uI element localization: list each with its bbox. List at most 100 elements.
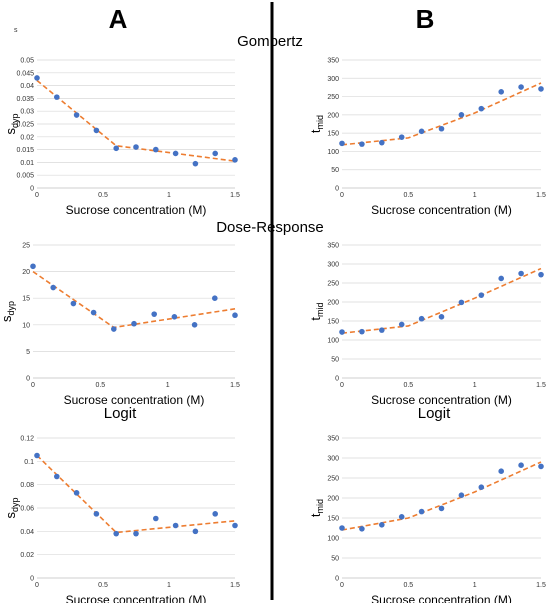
y-tick-label: 250 <box>327 94 339 101</box>
data-point <box>498 468 505 475</box>
data-point <box>192 160 199 167</box>
y-tick-label: 25 <box>22 243 30 250</box>
data-point <box>478 484 485 491</box>
data-point <box>111 326 117 332</box>
data-point <box>438 314 445 320</box>
data-point <box>113 145 119 152</box>
chart-lB: 0 50 100 150 200 250 300 350 0 0.5 1 1.5 Sucrose con… <box>308 436 546 603</box>
data-point <box>538 86 544 92</box>
data-point <box>498 275 505 282</box>
chart-gB: 0 50 100 150 200 250 300 350 0 0.5 1 1.5 Sucrose con… <box>308 58 546 218</box>
x-axis-label: Sucrose concentration (M) <box>371 393 512 407</box>
x-tick-label: 1.5 <box>536 192 546 199</box>
x-tick-label: 0.5 <box>95 382 105 389</box>
x-tick-label: 0 <box>340 382 344 389</box>
y-tick-label: 50 <box>331 167 339 174</box>
data-point <box>232 312 238 319</box>
data-point <box>339 329 345 335</box>
data-point <box>171 314 178 320</box>
data-point <box>518 84 524 90</box>
y-tick-label: 200 <box>327 112 339 119</box>
y-tick-label: 0 <box>26 376 30 383</box>
chart-dB: 0 50 100 150 200 250 300 350 0 0.5 1 1.5 Sucrose con… <box>308 243 546 408</box>
section-title-gompertz: Gompertz <box>237 33 303 50</box>
data-point <box>70 300 77 307</box>
y-tick-label: 0.04 <box>20 529 34 536</box>
data-point <box>438 125 445 132</box>
y-tick-label: 0.015 <box>16 147 34 154</box>
data-point <box>359 526 365 532</box>
data-point <box>478 105 485 112</box>
y-tick-label: 0.08 <box>20 482 34 489</box>
x-tick-label: 1 <box>473 382 477 389</box>
y-tick-label: 300 <box>327 262 339 269</box>
x-tick-label: 1.5 <box>230 192 240 199</box>
y-axis-label: sdyp <box>0 301 16 322</box>
data-point <box>73 490 80 496</box>
y-tick-label: 0.03 <box>20 109 34 116</box>
data-point <box>131 320 137 327</box>
y-axis-label-sub: mid <box>315 499 325 514</box>
y-tick-label: 350 <box>327 58 339 65</box>
data-point <box>93 511 100 517</box>
x-tick-label: 0.5 <box>403 192 413 199</box>
x-tick-label: 0 <box>31 382 35 389</box>
data-point <box>153 515 159 522</box>
fit-line <box>36 79 236 162</box>
y-tick-label: 250 <box>327 281 339 288</box>
corner-label: s <box>14 27 18 34</box>
x-tick-label: 0.5 <box>98 192 108 199</box>
data-point <box>458 492 465 499</box>
fit-line <box>32 270 236 329</box>
y-tick-label: 300 <box>327 76 339 83</box>
section-title-logit-left: Logit <box>104 405 137 422</box>
y-axis-label-sub: mid <box>315 115 325 130</box>
section-title-dose-response: Dose-Response <box>216 219 324 236</box>
data-point <box>151 311 157 317</box>
x-axis-label: Sucrose concentration (M) <box>66 203 207 217</box>
y-tick-label: 0.12 <box>20 436 34 443</box>
y-tick-label: 0 <box>30 576 34 583</box>
data-point <box>339 140 345 147</box>
y-tick-label: 150 <box>327 319 339 326</box>
data-point <box>73 112 80 118</box>
y-tick-label: 250 <box>327 476 339 483</box>
chart-panels: 00.0050.010.0150.020.0250.030.0350.040.0… <box>0 27 546 603</box>
data-point <box>379 327 385 333</box>
data-point <box>90 309 97 316</box>
data-point <box>438 505 445 512</box>
y-axis-label: sdyp <box>3 497 20 518</box>
column-letter-b: B <box>416 4 435 34</box>
data-point <box>398 321 405 328</box>
data-point <box>30 263 36 270</box>
data-point <box>113 530 119 537</box>
y-tick-label: 0.025 <box>16 122 34 129</box>
y-axis-label-main: s <box>3 512 18 519</box>
data-point <box>191 322 198 328</box>
data-point <box>54 94 60 100</box>
chart-gA: 0 0.005 0.01 0.015 0.02 0.025 0.03 0.035 0.04 0.0… <box>3 27 240 217</box>
y-tick-label: 0.045 <box>16 70 34 77</box>
y-tick-label: 100 <box>327 536 339 543</box>
y-tick-label: 350 <box>327 243 339 250</box>
y-tick-label: 0 <box>335 576 339 583</box>
data-point <box>359 141 365 147</box>
y-tick-label: 10 <box>22 322 30 329</box>
x-axis-label: Sucrose concentration (M) <box>66 593 207 603</box>
chart-dA: 0 5 10 15 20 25 0 0.5 1 1.5 Sucrose concentration … <box>0 243 240 408</box>
data-point <box>212 150 218 157</box>
y-tick-label: 200 <box>327 496 339 503</box>
y-tick-label: 50 <box>331 556 339 563</box>
y-tick-label: 5 <box>26 349 30 356</box>
data-point <box>518 462 524 469</box>
y-tick-label: 350 <box>327 436 339 443</box>
y-tick-label: 0 <box>335 376 339 383</box>
x-tick-label: 1.5 <box>536 582 546 589</box>
data-point <box>93 127 100 134</box>
y-axis-label-sub: dyp <box>10 113 20 128</box>
y-tick-label: 0.05 <box>20 58 34 65</box>
x-tick-label: 1 <box>473 192 477 199</box>
y-axis-label-main: t <box>308 513 323 517</box>
data-point <box>418 508 425 515</box>
